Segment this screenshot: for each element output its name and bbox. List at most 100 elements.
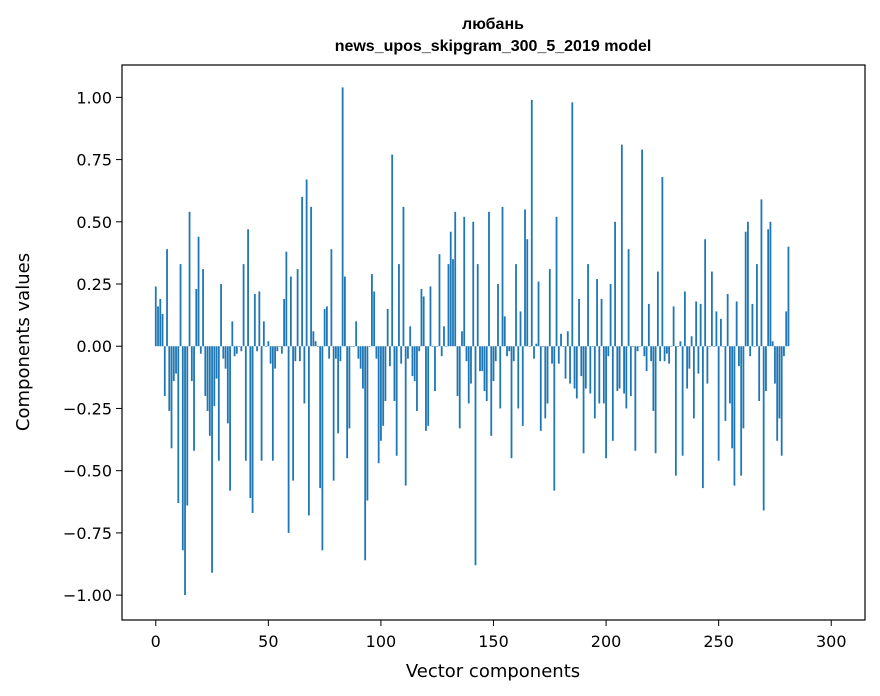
y-tick-label-1: −0.75 bbox=[63, 524, 112, 543]
bar-135 bbox=[458, 346, 461, 429]
bar-181 bbox=[562, 346, 565, 347]
bar-149 bbox=[490, 346, 493, 436]
bar-216 bbox=[641, 149, 643, 347]
bar-201 bbox=[607, 346, 610, 357]
bar-231 bbox=[674, 346, 677, 476]
bar-223 bbox=[656, 271, 659, 347]
bar-262 bbox=[744, 231, 747, 347]
bar-123 bbox=[431, 346, 434, 347]
bar-186 bbox=[573, 346, 576, 389]
bar-17 bbox=[193, 346, 195, 451]
bar-59 bbox=[287, 346, 290, 533]
bar-117 bbox=[418, 346, 421, 352]
bar-177 bbox=[553, 346, 556, 491]
bar-165 bbox=[526, 239, 529, 347]
bar-137 bbox=[463, 216, 466, 347]
x-tick-label-200: 200 bbox=[591, 632, 622, 651]
y-tick-label-0: −1.00 bbox=[63, 586, 112, 605]
bar-37 bbox=[238, 346, 240, 347]
bar-77 bbox=[328, 346, 331, 359]
bar-34 bbox=[231, 321, 234, 347]
bar-198 bbox=[600, 298, 603, 347]
bar-144 bbox=[479, 346, 481, 372]
bar-255 bbox=[729, 346, 731, 404]
bar-95 bbox=[368, 346, 371, 347]
bar-98 bbox=[375, 346, 378, 359]
bar-28 bbox=[217, 346, 220, 461]
bar-159 bbox=[512, 346, 515, 362]
bar-82 bbox=[339, 346, 342, 362]
bar-169 bbox=[535, 343, 538, 347]
bar-146 bbox=[483, 346, 486, 392]
bar-237 bbox=[688, 346, 691, 369]
y-tick-label-7: 0.75 bbox=[76, 151, 112, 170]
y-tick-label-8: 1.00 bbox=[76, 88, 112, 107]
bar-116 bbox=[416, 346, 418, 411]
bar-122 bbox=[429, 286, 432, 347]
bar-72 bbox=[316, 346, 319, 347]
bar-76 bbox=[325, 306, 328, 347]
bar-41 bbox=[247, 229, 249, 347]
bar-266 bbox=[753, 346, 756, 347]
y-tick-label-2: −0.50 bbox=[63, 462, 112, 481]
bar-244 bbox=[704, 239, 707, 347]
bar-21 bbox=[202, 269, 204, 347]
bar-11 bbox=[179, 264, 182, 347]
bar-202 bbox=[609, 284, 612, 347]
bar-113 bbox=[409, 326, 412, 347]
bar-140 bbox=[470, 346, 472, 384]
bar-19 bbox=[197, 236, 200, 347]
bar-277 bbox=[778, 346, 781, 419]
bar-0 bbox=[154, 286, 157, 347]
bar-247 bbox=[711, 271, 713, 347]
chart-title-line-1: любань bbox=[462, 16, 524, 33]
bar-130 bbox=[447, 264, 450, 347]
bar-225 bbox=[661, 177, 664, 347]
bar-80 bbox=[334, 346, 337, 359]
x-tick-label-50: 50 bbox=[258, 632, 278, 651]
bar-280 bbox=[785, 311, 788, 347]
bar-152 bbox=[497, 284, 499, 347]
bar-70 bbox=[312, 331, 315, 347]
bar-139 bbox=[467, 346, 470, 404]
bar-110 bbox=[402, 206, 405, 347]
bar-240 bbox=[695, 301, 698, 347]
y-tick-label-4: 0.00 bbox=[76, 337, 112, 356]
bar-269 bbox=[760, 199, 763, 347]
bar-209 bbox=[625, 346, 628, 409]
bar-33 bbox=[229, 346, 231, 491]
bar-127 bbox=[440, 346, 443, 357]
bar-150 bbox=[492, 346, 495, 382]
bar-142 bbox=[474, 346, 477, 566]
bar-10 bbox=[177, 346, 180, 504]
bar-43 bbox=[251, 346, 254, 513]
bar-267 bbox=[756, 264, 758, 347]
bar-49 bbox=[265, 346, 267, 347]
bar-212 bbox=[632, 346, 634, 347]
bar-190 bbox=[582, 346, 585, 454]
bar-173 bbox=[544, 346, 547, 419]
bar-160 bbox=[515, 264, 517, 347]
bar-170 bbox=[537, 281, 540, 347]
bar-53 bbox=[274, 346, 276, 369]
bar-5 bbox=[166, 249, 168, 347]
bar-100 bbox=[380, 346, 382, 441]
bar-250 bbox=[717, 346, 720, 461]
bar-112 bbox=[407, 346, 409, 359]
bar-67 bbox=[305, 179, 308, 347]
bar-56 bbox=[280, 346, 283, 354]
bar-69 bbox=[310, 206, 313, 347]
bar-42 bbox=[249, 346, 252, 499]
bar-183 bbox=[566, 331, 569, 347]
bar-55 bbox=[278, 346, 281, 347]
bar-15 bbox=[188, 211, 191, 347]
bar-115 bbox=[413, 346, 416, 382]
bar-273 bbox=[769, 221, 772, 347]
bar-138 bbox=[465, 346, 468, 362]
bar-78 bbox=[330, 249, 333, 347]
bar-46 bbox=[258, 291, 261, 347]
bar-93 bbox=[364, 346, 367, 561]
bar-60 bbox=[289, 276, 292, 347]
y-axis-ticks: −1.00 −0.75 −0.50 −0.25 0.00 0.25 0.50 0.75 1.00 bbox=[63, 88, 122, 605]
